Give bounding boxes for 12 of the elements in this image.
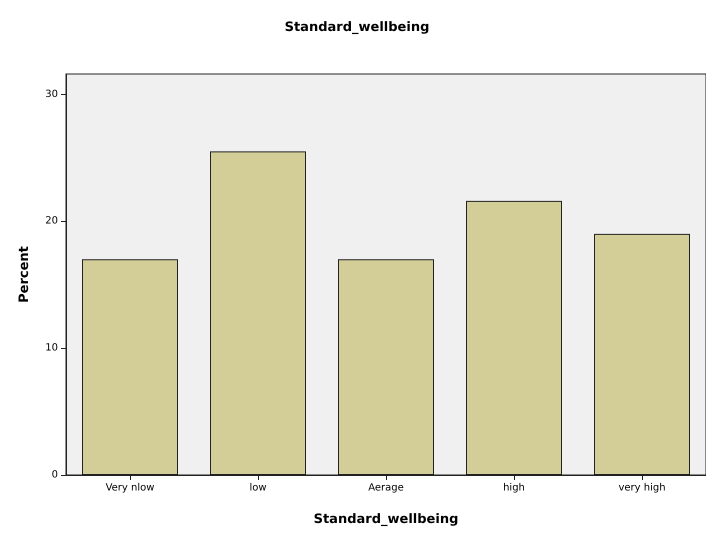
chart-title: Standard_wellbeing [284, 20, 430, 35]
x-axis-title: Standard_wellbeing [314, 512, 458, 527]
y-tick-label: 0 [52, 470, 58, 480]
x-tick-label: low [249, 482, 267, 494]
y-tick-label: 30 [45, 88, 58, 100]
x-tick-label: Very nlow [106, 482, 154, 494]
y-tick-label: 20 [45, 216, 58, 227]
x-tick-label: high [503, 482, 525, 494]
y-axis-title: Percent [17, 246, 32, 303]
x-tick-label: very high [618, 482, 666, 494]
x-tick-label: Aerage [368, 482, 404, 494]
y-tick-label: 10 [45, 342, 58, 354]
